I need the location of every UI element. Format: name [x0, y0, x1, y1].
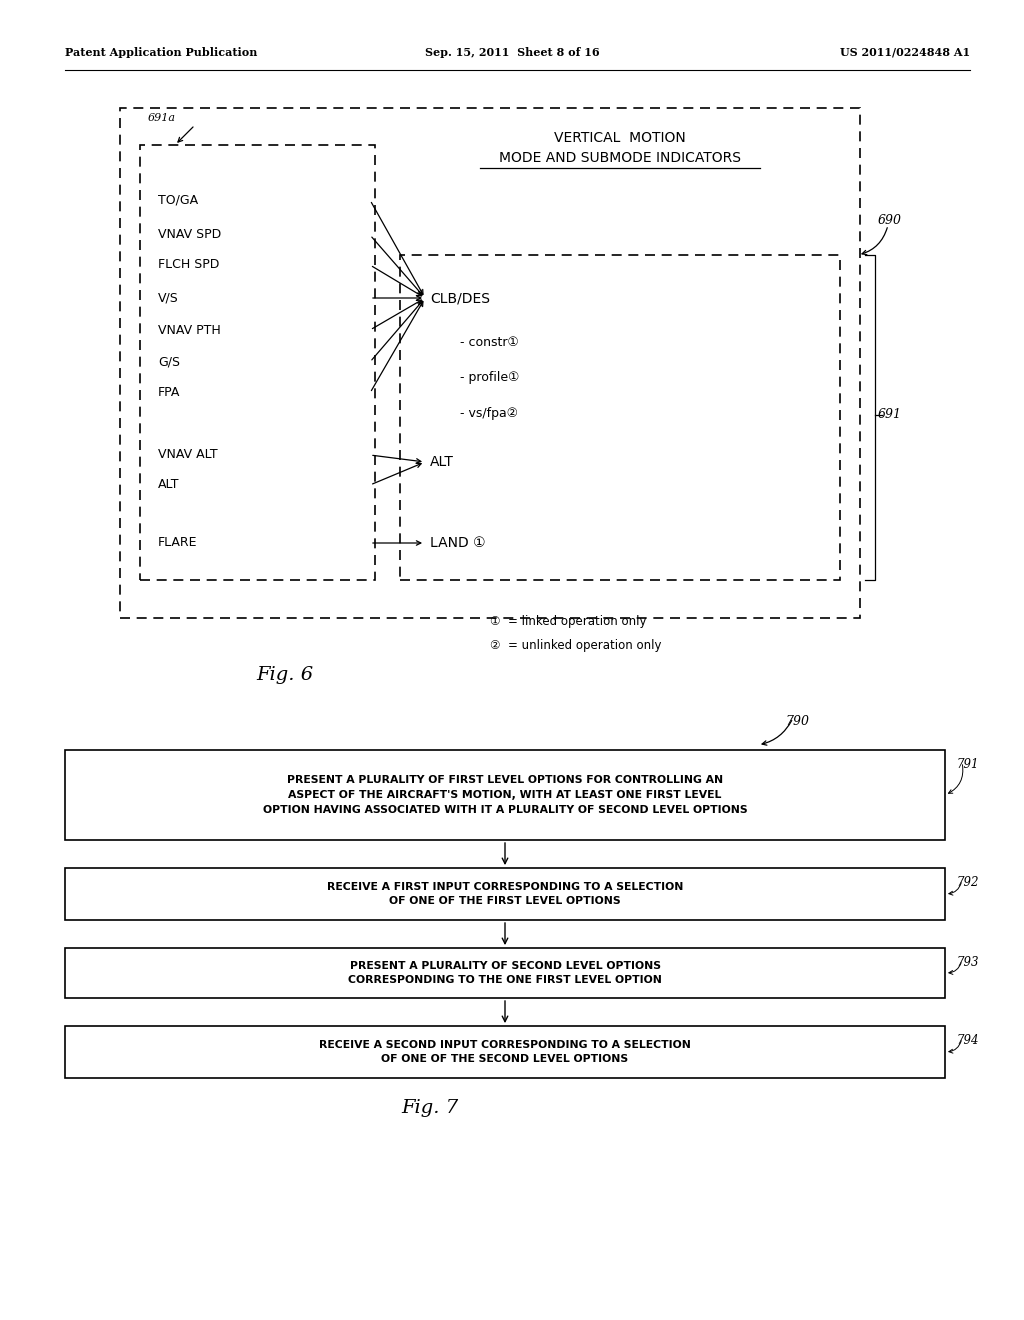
- Text: - vs/fpa②: - vs/fpa②: [460, 407, 518, 420]
- Bar: [400, 255, 840, 579]
- Text: 690: 690: [878, 214, 902, 227]
- Text: PRESENT A PLURALITY OF SECOND LEVEL OPTIONS
CORRESPONDING TO THE ONE FIRST LEVEL: PRESENT A PLURALITY OF SECOND LEVEL OPTI…: [348, 961, 662, 986]
- Text: VNAV PTH: VNAV PTH: [158, 323, 221, 337]
- Text: ALT: ALT: [430, 455, 454, 469]
- Text: ②  = unlinked operation only: ② = unlinked operation only: [490, 639, 662, 652]
- Text: RECEIVE A SECOND INPUT CORRESPONDING TO A SELECTION
OF ONE OF THE SECOND LEVEL O: RECEIVE A SECOND INPUT CORRESPONDING TO …: [319, 1040, 691, 1064]
- Text: - constr①: - constr①: [460, 337, 519, 350]
- Text: VNAV SPD: VNAV SPD: [158, 228, 221, 242]
- Text: FLCH SPD: FLCH SPD: [158, 259, 219, 272]
- Text: 793: 793: [957, 956, 980, 969]
- Text: ALT: ALT: [158, 479, 179, 491]
- Text: - profile①: - profile①: [460, 371, 519, 384]
- Bar: [65, 750, 945, 840]
- Text: G/S: G/S: [158, 355, 180, 368]
- Text: V/S: V/S: [158, 292, 179, 305]
- Text: 691: 691: [878, 408, 902, 421]
- Text: TO/GA: TO/GA: [158, 194, 198, 206]
- Bar: [120, 108, 860, 618]
- Bar: [140, 145, 375, 579]
- Text: FPA: FPA: [158, 387, 180, 400]
- Text: VNAV ALT: VNAV ALT: [158, 449, 218, 462]
- Text: Fig. 7: Fig. 7: [401, 1100, 459, 1117]
- Text: MODE AND SUBMODE INDICATORS: MODE AND SUBMODE INDICATORS: [499, 150, 741, 165]
- Text: PRESENT A PLURALITY OF FIRST LEVEL OPTIONS FOR CONTROLLING AN
ASPECT OF THE AIRC: PRESENT A PLURALITY OF FIRST LEVEL OPTIO…: [263, 775, 748, 814]
- Text: CLB/DES: CLB/DES: [430, 290, 490, 305]
- Text: Fig. 6: Fig. 6: [256, 667, 313, 684]
- Bar: [65, 948, 945, 998]
- Text: RECEIVE A FIRST INPUT CORRESPONDING TO A SELECTION
OF ONE OF THE FIRST LEVEL OPT: RECEIVE A FIRST INPUT CORRESPONDING TO A…: [327, 882, 683, 907]
- Text: 790: 790: [785, 715, 809, 729]
- Text: Sep. 15, 2011  Sheet 8 of 16: Sep. 15, 2011 Sheet 8 of 16: [425, 46, 599, 58]
- Text: 691a: 691a: [148, 114, 176, 123]
- Bar: [65, 1026, 945, 1078]
- Text: US 2011/0224848 A1: US 2011/0224848 A1: [840, 46, 970, 58]
- Text: VERTICAL  MOTION: VERTICAL MOTION: [554, 131, 686, 145]
- Text: LAND ①: LAND ①: [430, 536, 485, 550]
- Bar: [65, 869, 945, 920]
- Text: 794: 794: [957, 1034, 980, 1047]
- Text: 791: 791: [957, 758, 980, 771]
- Text: 792: 792: [957, 876, 980, 888]
- Text: ①  = linked operation only: ① = linked operation only: [490, 615, 646, 628]
- Text: Patent Application Publication: Patent Application Publication: [65, 46, 257, 58]
- Text: FLARE: FLARE: [158, 536, 198, 549]
